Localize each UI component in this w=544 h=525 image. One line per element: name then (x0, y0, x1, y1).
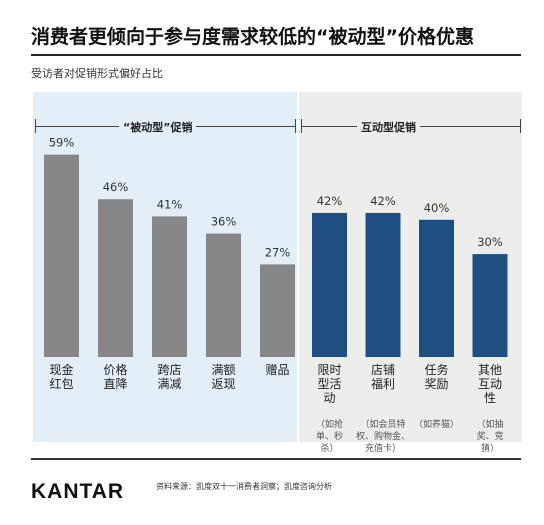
bar-value-label: 36% (211, 215, 237, 229)
category-label: 限时型活动 (317, 363, 342, 405)
category-label: 店铺福利 (370, 363, 395, 391)
category-label: 价格直降 (103, 363, 128, 391)
category-note: （如抢单、秒杀） (315, 420, 343, 454)
passive-group-tick-left (35, 119, 36, 133)
bar-value-label: 46% (103, 180, 129, 194)
footer-divider (31, 458, 521, 460)
category-note: （如抽奖、竞猜） (476, 420, 504, 454)
interactive-group-tick-left (301, 119, 302, 133)
category-label: 其他互动性 (477, 363, 502, 405)
title-divider (31, 54, 521, 56)
category-label: 满额返现 (211, 363, 236, 391)
category-label: 任务奖励 (424, 363, 449, 391)
passive-group-label: “被动型”促销 (119, 119, 197, 135)
bar-value-label: 59% (49, 136, 75, 150)
bar-0-3 (206, 233, 241, 357)
bar-value-label: 41% (157, 197, 183, 211)
page-title: 消费者更倾向于参与度需求较低的“被动型”价格优惠 (31, 26, 474, 48)
category-note: （如会员特权、购物金、充值卡） (355, 420, 410, 454)
interactive-group-label: 互动型促销 (357, 119, 420, 135)
source-note: 资料来源：凯度双十一消费者洞察；凯度咨询分析 (156, 482, 332, 491)
bar-0-0 (44, 154, 79, 357)
bar-0-4 (260, 264, 295, 357)
bar-1-3 (472, 254, 508, 357)
bar-value-label: 42% (317, 194, 343, 208)
bar-0-2 (152, 216, 187, 357)
bar-value-label: 27% (265, 245, 291, 259)
bar-value-label: 42% (370, 194, 396, 208)
bar-0-1 (98, 199, 133, 357)
bar-1-0 (312, 212, 347, 357)
kantar-logo: KANTAR (31, 480, 125, 503)
bar-value-label: 40% (424, 201, 450, 215)
bar-1-1 (365, 212, 401, 357)
category-label: 赠品 (265, 363, 290, 377)
category-label: 跨店满减 (157, 363, 182, 391)
passive-group-tick-right (295, 119, 296, 133)
category-note: （如养猫） (413, 420, 459, 430)
category-label: 现金红包 (49, 363, 74, 391)
bar-value-label: 30% (477, 235, 503, 249)
bar-1-2 (419, 219, 454, 357)
interactive-group-tick-right (520, 119, 521, 133)
chart-subtitle: 受访者对促销形式偏好占比 (31, 67, 163, 80)
